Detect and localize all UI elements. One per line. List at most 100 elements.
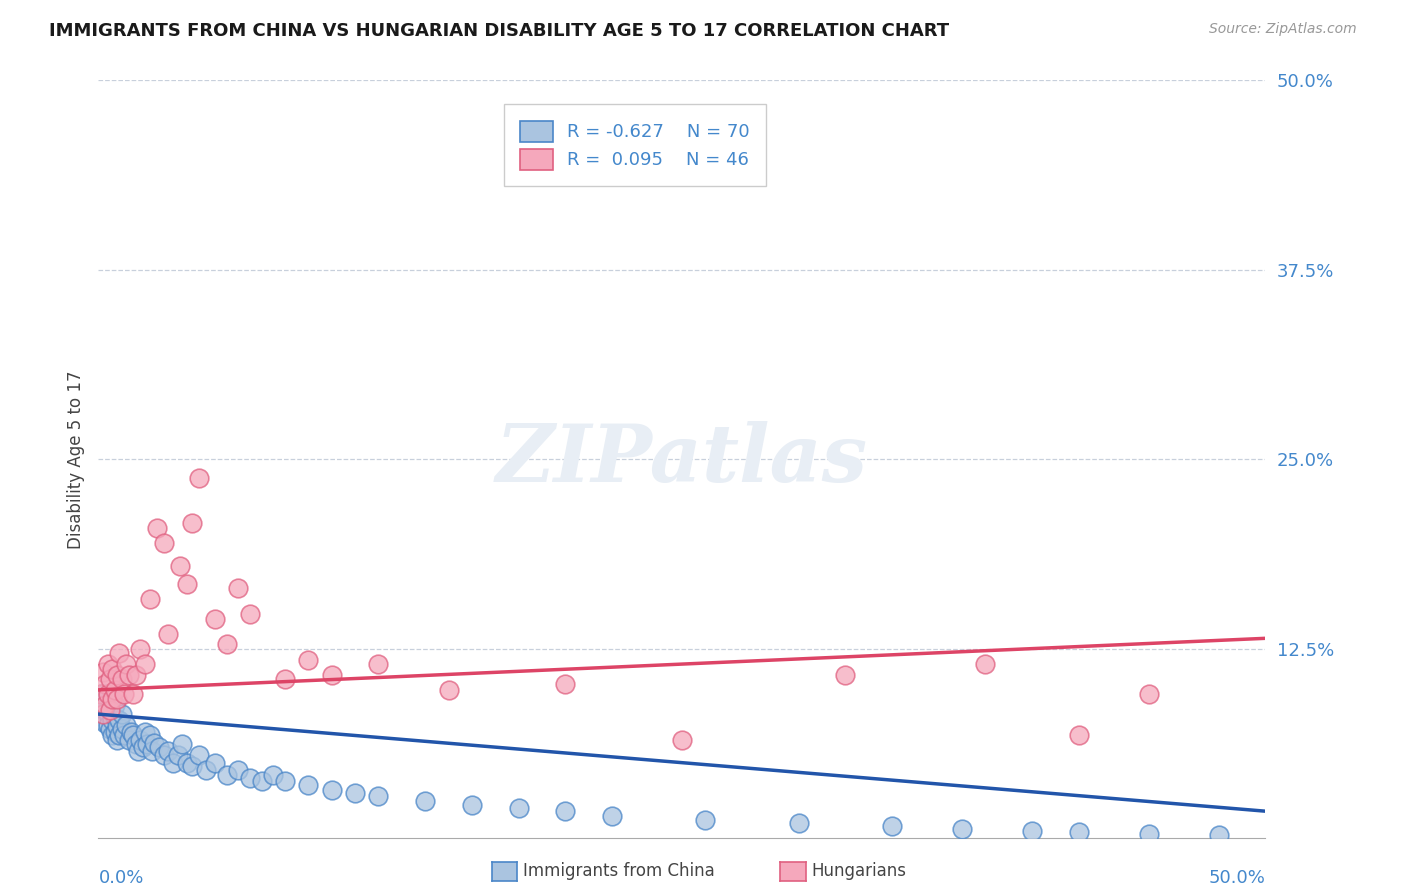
Point (204, 612, 226, 626)
Point (554, 804, 576, 818)
Point (228, 582, 250, 596)
Point (1067, 825, 1090, 839)
Point (115, 717, 138, 731)
Text: 0.0%: 0.0% (98, 869, 143, 887)
Point (127, 743, 149, 757)
Point (321, 783, 343, 797)
Point (1021, 824, 1043, 838)
Point (101, 713, 124, 727)
Point (215, 637, 238, 651)
Point (120, 725, 142, 739)
Point (787, 816, 810, 830)
Point (169, 558, 191, 573)
Point (162, 756, 184, 770)
Point (974, 657, 997, 672)
Point (129, 642, 152, 657)
Point (187, 470, 209, 484)
Point (880, 819, 903, 833)
Point (97, 687, 120, 701)
Point (176, 576, 198, 591)
Point (274, 773, 297, 788)
Point (671, 733, 693, 747)
Point (152, 535, 174, 549)
Point (98, 723, 121, 737)
Point (139, 728, 162, 742)
Point (112, 728, 135, 742)
Point (122, 687, 145, 701)
Point (122, 728, 145, 742)
Point (98, 703, 121, 717)
Point (143, 736, 166, 750)
Point (101, 728, 124, 742)
Point (105, 719, 128, 733)
Point (950, 822, 973, 837)
Point (129, 733, 152, 747)
Point (98, 692, 121, 706)
Point (125, 667, 148, 681)
Text: Hungarians: Hungarians (811, 863, 907, 880)
Point (157, 743, 180, 757)
Point (1208, 829, 1230, 843)
Point (695, 814, 717, 828)
Point (118, 733, 141, 747)
Text: Immigrants from China: Immigrants from China (523, 863, 714, 880)
Point (146, 521, 169, 535)
Point (344, 786, 367, 800)
Point (508, 801, 530, 815)
Point (297, 652, 319, 666)
Point (108, 647, 131, 661)
Point (91, 665, 114, 679)
Point (104, 710, 127, 724)
Point (274, 673, 297, 687)
Point (367, 789, 389, 803)
Point (321, 667, 343, 681)
Point (215, 768, 238, 782)
Point (105, 692, 128, 706)
Point (97, 717, 120, 731)
Y-axis label: Disability Age 5 to 17: Disability Age 5 to 17 (66, 370, 84, 549)
Point (97, 657, 120, 672)
Point (91, 707, 114, 722)
Point (148, 740, 170, 755)
Point (94, 698, 117, 712)
Point (115, 657, 138, 672)
Point (118, 667, 141, 681)
Point (105, 733, 128, 747)
Point (94, 716, 117, 731)
Point (262, 768, 284, 782)
Point (1137, 687, 1160, 701)
Point (834, 667, 856, 681)
Point (166, 747, 188, 762)
Point (1137, 827, 1160, 841)
Legend: R = -0.627    N = 70, R =  0.095    N = 46: R = -0.627 N = 70, R = 0.095 N = 46 (505, 104, 766, 186)
Point (250, 773, 273, 788)
Point (94, 677, 117, 691)
Point (98, 673, 121, 687)
Point (111, 723, 134, 737)
Point (367, 657, 389, 672)
Point (111, 707, 134, 722)
Point (132, 740, 155, 755)
Point (139, 591, 162, 606)
Point (239, 771, 262, 785)
Text: Source: ZipAtlas.com: Source: ZipAtlas.com (1209, 22, 1357, 37)
Point (90, 687, 112, 701)
Point (125, 738, 148, 752)
Point (105, 667, 128, 681)
Point (134, 657, 156, 672)
Point (111, 673, 134, 687)
Point (101, 692, 124, 706)
Point (228, 764, 250, 778)
Point (136, 738, 159, 752)
Point (157, 626, 180, 640)
Point (194, 764, 217, 778)
Text: IMMIGRANTS FROM CHINA VS HUNGARIAN DISABILITY AGE 5 TO 17 CORRELATION CHART: IMMIGRANTS FROM CHINA VS HUNGARIAN DISAB… (49, 22, 949, 40)
Point (187, 747, 209, 762)
Point (180, 516, 202, 530)
Point (180, 758, 202, 772)
Point (297, 778, 319, 793)
Point (104, 698, 127, 712)
Point (554, 677, 576, 691)
Text: 50.0%: 50.0% (1209, 869, 1265, 887)
Point (172, 738, 194, 752)
